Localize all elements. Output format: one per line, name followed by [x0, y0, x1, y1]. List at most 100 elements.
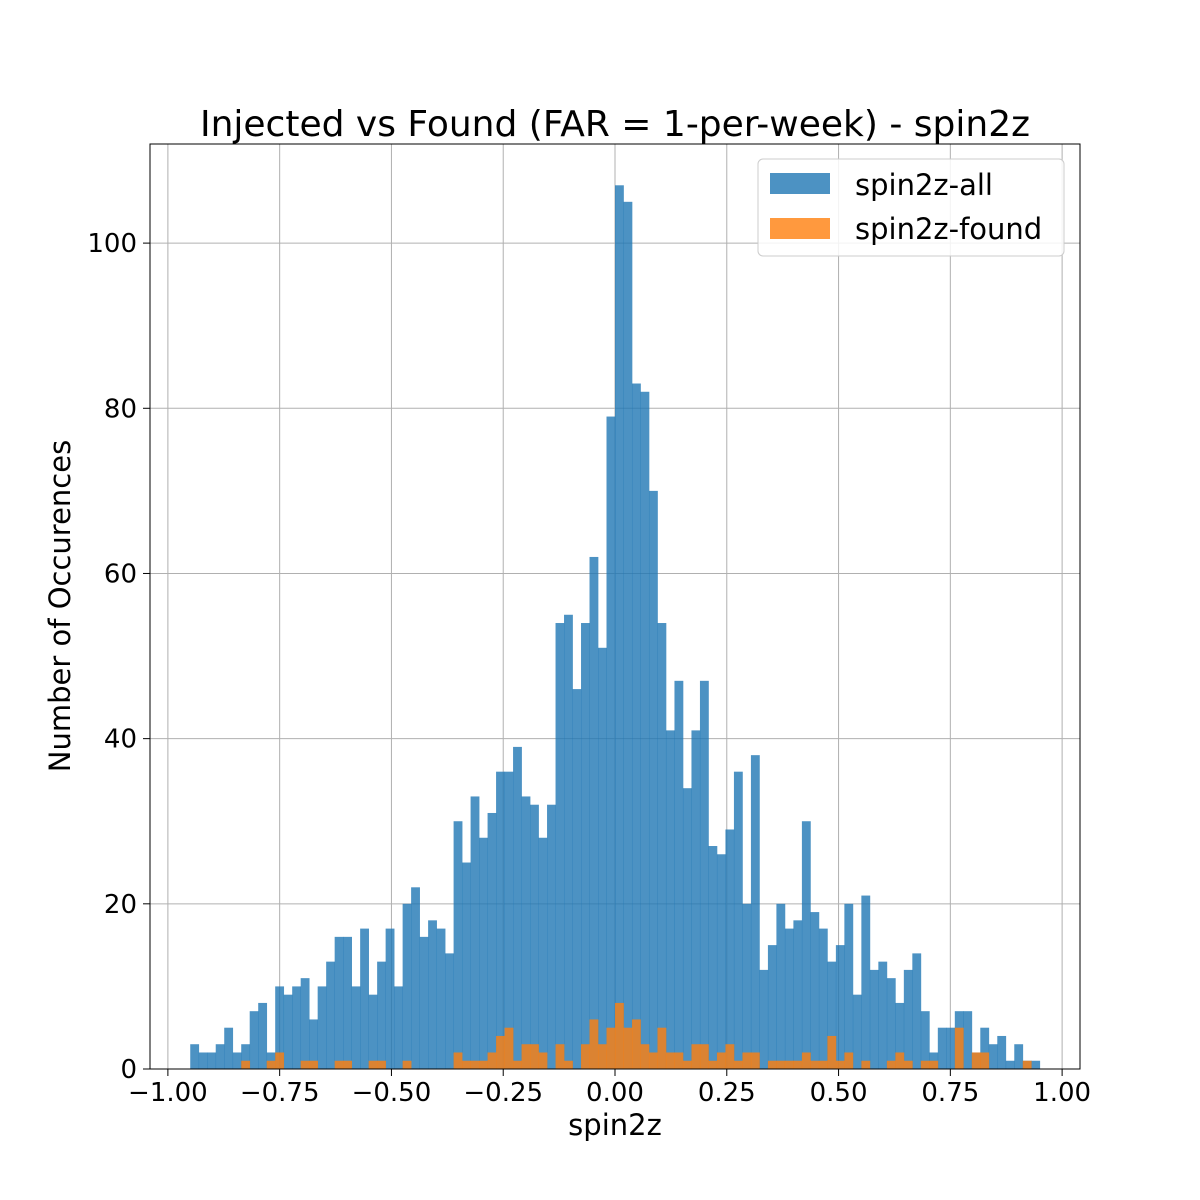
bar-all: [530, 804, 539, 1069]
bar-all: [215, 1044, 225, 1069]
bar-found: [648, 1052, 658, 1069]
bar-all: [198, 1052, 208, 1069]
bar-all: [377, 961, 386, 1069]
bar-found: [818, 1060, 828, 1069]
bar-all: [920, 1011, 930, 1069]
bar-all: [351, 986, 361, 1069]
bar-found: [487, 1052, 497, 1069]
x-tick-label: −0.25: [463, 1078, 543, 1108]
y-axis-label: Number of Occurences: [43, 440, 77, 772]
bar-found: [886, 1060, 896, 1069]
legend-box: [757, 158, 1065, 257]
bar-found: [504, 1027, 514, 1069]
bar-found: [640, 1044, 650, 1069]
bar-all: [793, 920, 803, 1069]
bar-all: [207, 1052, 217, 1069]
bar-found: [309, 1060, 319, 1069]
x-tick-label: −1.00: [128, 1078, 208, 1108]
bar-found: [682, 1060, 692, 1069]
bar-all: [759, 969, 769, 1069]
bar-all: [326, 961, 336, 1069]
bar-all: [232, 1052, 242, 1069]
bar-found: [521, 1044, 531, 1069]
bar-found: [980, 1052, 990, 1069]
bar-all: [402, 903, 412, 1069]
bar-all: [903, 969, 913, 1069]
bar-found: [665, 1052, 675, 1069]
bar-all: [572, 689, 582, 1069]
bar-all: [640, 391, 650, 1070]
bar-all: [419, 936, 429, 1069]
bar-all: [462, 862, 471, 1069]
bar-all: [776, 903, 786, 1069]
bar-all: [631, 383, 641, 1070]
x-tick-label: −0.50: [352, 1078, 432, 1108]
bar-found: [971, 1052, 981, 1069]
bar-found: [581, 1044, 590, 1069]
bar-all: [699, 680, 709, 1069]
bar-found: [334, 1060, 344, 1069]
x-tick-label: 0.25: [698, 1078, 756, 1108]
bar-all: [1014, 1044, 1024, 1069]
bar-found: [929, 1060, 939, 1069]
legend: spin2z-all spin2z-found: [757, 158, 1065, 257]
bar-all: [598, 647, 607, 1069]
bar-all: [716, 854, 726, 1069]
bar-all: [810, 912, 820, 1069]
series-all-bars: [190, 185, 1041, 1070]
x-tick-label: 0.00: [586, 1078, 644, 1108]
bar-all: [368, 994, 378, 1069]
bar-all: [555, 623, 565, 1069]
bar-all: [657, 623, 667, 1069]
bar-found: [538, 1052, 548, 1069]
bar-all: [895, 1002, 905, 1069]
bar-all: [946, 1027, 956, 1069]
bar-all: [453, 821, 463, 1069]
bar-all: [190, 1044, 200, 1069]
y-axis-ticks: 0 20 40 60 80 100: [87, 229, 150, 1085]
bar-found: [368, 1060, 378, 1069]
bar-all: [844, 903, 854, 1069]
bar-all: [538, 837, 548, 1069]
bar-all: [665, 730, 675, 1069]
bar-all: [275, 986, 285, 1069]
y-tick-label: 80: [104, 394, 137, 424]
bar-found: [920, 1060, 930, 1069]
legend-label-found: spin2z-found: [855, 212, 1042, 246]
bar-found: [844, 1052, 854, 1069]
bar-found: [725, 1044, 735, 1069]
bar-found: [598, 1044, 607, 1069]
bar-found: [513, 1060, 522, 1069]
bar-found: [895, 1052, 905, 1069]
bar-found: [708, 1060, 718, 1069]
bar-found: [742, 1052, 752, 1069]
bar-found: [1022, 1060, 1032, 1069]
bar-all: [861, 895, 871, 1069]
bar-found: [564, 1060, 573, 1069]
bar-all: [436, 928, 446, 1069]
y-tick-label: 20: [104, 890, 137, 920]
x-axis-label: spin2z: [568, 1108, 662, 1142]
bar-all: [912, 953, 922, 1069]
bar-all: [411, 887, 420, 1069]
bar-all: [886, 978, 896, 1069]
legend-swatch-all: [770, 173, 830, 194]
bar-found: [343, 1060, 352, 1069]
bar-found: [266, 1060, 276, 1069]
bar-found: [530, 1044, 539, 1069]
bar-all: [742, 903, 752, 1069]
bar-all: [980, 1027, 990, 1069]
bar-all: [487, 812, 497, 1069]
bar-found: [733, 1060, 743, 1069]
bar-all: [827, 961, 837, 1069]
x-axis-ticks: −1.00 −0.75 −0.50 −0.25 0.00 0.25 0.50 0.75 1.00: [128, 1069, 1091, 1108]
bar-all: [869, 969, 879, 1069]
bar-found: [810, 1060, 820, 1069]
bar-found: [835, 1060, 845, 1069]
bar-all: [249, 1011, 259, 1069]
bar-found: [801, 1052, 811, 1069]
bar-found: [793, 1060, 803, 1069]
bar-found: [657, 1027, 667, 1069]
bar-all: [615, 185, 624, 1069]
